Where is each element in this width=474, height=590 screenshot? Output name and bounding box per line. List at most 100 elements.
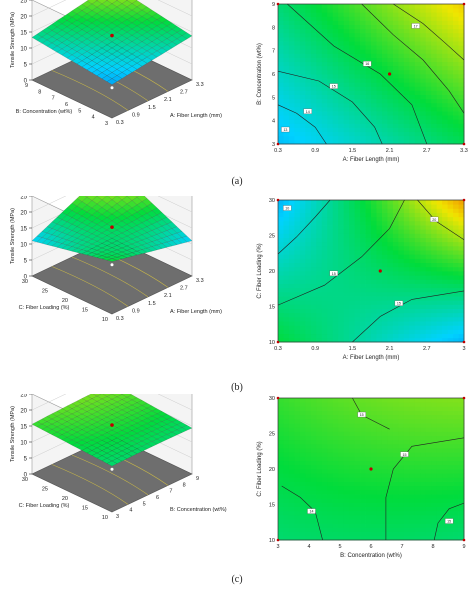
b-heat-cell [403, 287, 410, 293]
c-heat-cell [453, 423, 459, 428]
c-heat-cell [398, 498, 405, 503]
a-heat-cell [305, 135, 312, 141]
b-heat-cell [381, 262, 388, 268]
b-heat-cell [436, 325, 443, 330]
c-heat-cell [403, 418, 410, 424]
a-heat-cell [332, 8, 339, 13]
a-heat-cell [316, 28, 323, 34]
b-heat-cell [425, 283, 432, 289]
c-heat-cell [288, 473, 295, 478]
a-heat-cell [354, 69, 361, 75]
b-heat-cell [343, 204, 350, 209]
b-heat-cell [392, 337, 399, 343]
b-heat-cell [447, 321, 454, 326]
b-heat-cell [305, 329, 312, 335]
c-heat-cell [447, 414, 454, 420]
b-heat-cell [349, 308, 355, 314]
a-heat-cell [458, 53, 465, 58]
a-heat-cell [278, 135, 284, 141]
b-heat-cell [365, 283, 372, 289]
a-x-tick-label: 3.3 [196, 82, 204, 88]
b-heat-cell [376, 233, 383, 238]
b-heat-cell [349, 275, 355, 280]
b-heat-cell [453, 333, 459, 339]
a-heat-cell [420, 45, 427, 50]
b-heat-cell [299, 308, 306, 314]
b-heat-cell [360, 291, 366, 297]
b-heat-cell [431, 241, 438, 247]
a-heat-cell [403, 135, 410, 141]
b-heat-cell [447, 250, 454, 255]
c-heat-cell [288, 494, 295, 499]
b-heat-cell [316, 245, 323, 251]
a-heat-cell [278, 127, 284, 133]
c-heat-cell [321, 469, 328, 474]
a-heat-cell [349, 135, 355, 141]
b-heat-cell [431, 275, 438, 280]
a-heat-cell [447, 115, 454, 120]
b-heat-cell [381, 333, 388, 339]
b-heat-cell [442, 258, 448, 264]
c-heat-cell [442, 506, 448, 512]
c-heat-cell [321, 510, 328, 516]
c-heat-cell [294, 473, 301, 478]
b-heat-cell [447, 229, 454, 234]
a-heat-cell [453, 45, 459, 50]
c-heat-cell [305, 410, 312, 416]
a-heat-cell [398, 86, 405, 91]
a-heat-cell [453, 135, 459, 141]
b-heat-cell [343, 250, 350, 255]
c-heat-cell [414, 469, 421, 474]
c-heat-cell [453, 406, 459, 411]
c-heat-cell [420, 485, 427, 491]
a-heat-cell [381, 139, 388, 145]
a-heat-cell [327, 135, 334, 141]
c-heat-cell [294, 519, 301, 524]
c-heat-cell [403, 498, 410, 503]
c-x-tick-label: 4 [129, 508, 132, 514]
a-heat-cell [327, 94, 334, 100]
b-heat-cell [398, 312, 405, 318]
caption-a: (a) [231, 176, 243, 187]
b-heat-cell [409, 250, 416, 255]
a-heat-cell [299, 115, 306, 120]
b-heat-cell [365, 220, 372, 226]
b-heat-cell [442, 300, 448, 305]
a-heat-cell [431, 86, 438, 91]
c-heat-cell [360, 460, 366, 466]
c-heat-cell [349, 435, 355, 441]
b-heat-cell [283, 337, 290, 343]
c-heat-cell [360, 498, 366, 503]
c-heat-cell [299, 489, 306, 495]
a-heat-cell [431, 119, 438, 124]
c-heat-cell [283, 473, 290, 478]
c-heat-cell [447, 452, 454, 457]
a-heat-cell [376, 49, 383, 54]
b-heat-cell [332, 220, 339, 226]
b-heat-cell [288, 208, 295, 213]
a-heat-cell [321, 49, 328, 54]
c-heat-cell [288, 510, 295, 516]
a-y-tick-label: 6 [65, 102, 68, 108]
b-heat-cell [305, 271, 312, 276]
a-heat-cell [294, 102, 301, 108]
c-heat-cell [431, 443, 438, 449]
c-heat-cell [453, 502, 459, 507]
b-heat-cell [371, 329, 377, 335]
b-heat-cell [278, 237, 284, 243]
a-heat-cell [310, 61, 317, 67]
a-heat-cell [447, 16, 454, 21]
c-heat-cell [442, 469, 448, 474]
a-heat-cell [447, 41, 454, 46]
c-x-tick-label: 7 [400, 544, 403, 550]
c-heat-cell [327, 469, 334, 474]
a-heat-cell [349, 57, 355, 63]
c-heat-cell [392, 427, 399, 432]
b-heat-cell [354, 304, 361, 309]
b-heat-cell [425, 300, 432, 305]
b-heat-cell [436, 225, 443, 230]
c-heat-cell [447, 531, 454, 537]
a-heat-cell [343, 8, 350, 13]
c-heat-cell [458, 535, 465, 541]
b-heat-cell [403, 329, 410, 335]
